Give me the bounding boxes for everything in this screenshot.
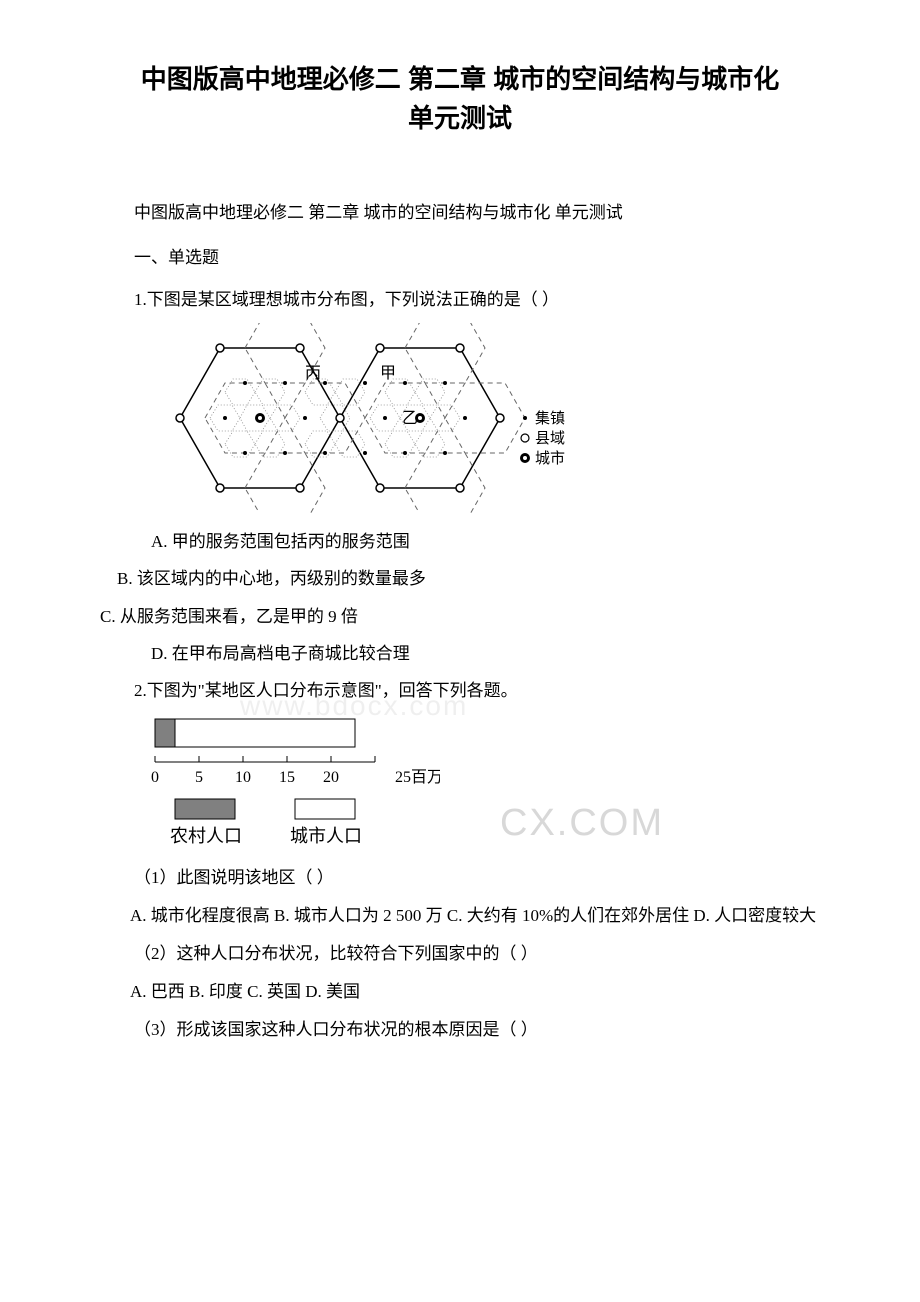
page-title: 中图版高中地理必修二 第二章 城市的空间结构与城市化 单元测试: [100, 60, 820, 138]
legend-town: 集镇: [535, 410, 565, 427]
legend-city: 城市: [535, 450, 565, 467]
subtitle: 中图版高中地理必修二 第二章 城市的空间结构与城市化 单元测试: [100, 198, 820, 223]
section-heading: 一、单选题: [100, 243, 820, 268]
legend-county: 县域: [535, 430, 565, 447]
scale-0: 0: [151, 769, 159, 786]
q2-stem: 2.下图为"某地区人口分布示意图"，回答下列各题。: [100, 677, 820, 704]
label-bing: 丙: [305, 365, 321, 382]
q2-sub3: （3）形成该国家这种人口分布状况的根本原因是（ ）: [100, 1016, 820, 1043]
label-yi: 乙: [402, 410, 418, 427]
q2-sub1-options: A. 城市化程度很高 B. 城市人口为 2 500 万 C. 大约有 10%的人…: [130, 901, 820, 932]
label-jia: 甲: [380, 365, 396, 382]
q1-option-b: B. 该区域内的中心地，丙级别的数量最多: [100, 565, 820, 592]
figure-2-population-bar: 0 5 10 15 20 25百万 农村人口 城市人口: [150, 714, 820, 854]
legend-urban: 城市人口: [290, 826, 362, 846]
figure-1-hexagon-diagram: 丙 甲 乙 集镇 县域 城市: [150, 323, 820, 518]
scale-20: 20: [323, 769, 339, 786]
q1-option-c: C. 从服务范围来看，乙是甲的 9 倍: [100, 603, 820, 630]
q1-option-d: D. 在甲布局高档电子商城比较合理: [100, 640, 820, 667]
legend-rural: 农村人口: [170, 826, 242, 846]
scale-10: 10: [235, 769, 251, 786]
scale-5: 5: [195, 769, 203, 786]
title-line-2: 单元测试: [408, 103, 512, 133]
scale-25: 25百万: [395, 769, 440, 786]
q2-sub2: （2）这种人口分布状况，比较符合下列国家中的（ ）: [100, 940, 820, 967]
scale-15: 15: [279, 769, 295, 786]
q1-option-a: A. 甲的服务范围包括丙的服务范围: [100, 528, 820, 555]
q2-sub1: （1）此图说明该地区（ ）: [100, 864, 820, 891]
q2-sub2-options: A. 巴西 B. 印度 C. 英国 D. 美国: [130, 977, 820, 1008]
q1-stem: 1.下图是某区域理想城市分布图，下列说法正确的是（ ）: [100, 286, 820, 313]
title-line-1: 中图版高中地理必修二 第二章 城市的空间结构与城市化: [141, 64, 779, 94]
